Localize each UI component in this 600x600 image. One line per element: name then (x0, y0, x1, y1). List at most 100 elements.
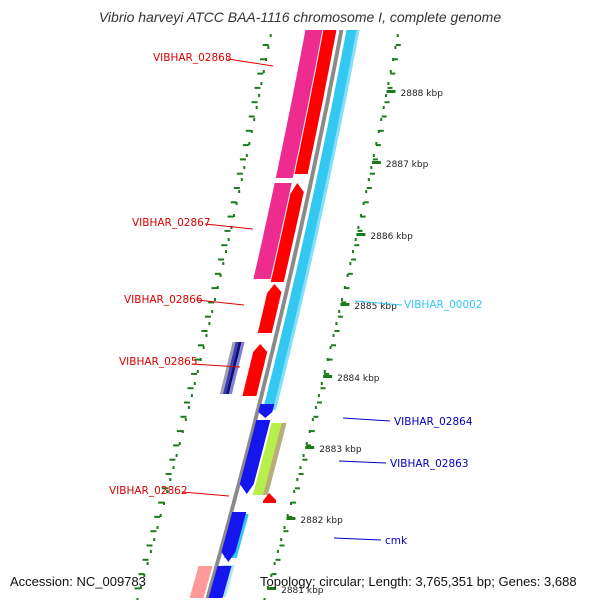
inner-guide-dot (172, 466, 175, 469)
minor-tick-left (173, 444, 180, 447)
major-tick (267, 587, 277, 590)
outer-guide-dot (380, 118, 383, 121)
mixed-gene-strip-1 (222, 342, 239, 394)
mixed-gene-strip-4 (219, 342, 236, 394)
inner-guide-dot (184, 418, 187, 421)
blue-gene-lower (208, 566, 232, 598)
gene-label-VIBHAR_02868: VIBHAR_02868 (153, 52, 232, 64)
inner-guide-dot (269, 34, 272, 37)
minor-tick-right (331, 344, 336, 347)
major-tick (323, 375, 333, 378)
outer-guide-dot (370, 166, 373, 169)
minor-tick-left (224, 229, 231, 232)
inner-guide-dot (153, 538, 156, 541)
inner-guide-dot (190, 394, 193, 397)
outer-guide-dot (293, 490, 296, 493)
forward-gene-VIBHAR_02865 (242, 344, 268, 396)
minor-tick-left (204, 315, 211, 318)
minor-tick-right (313, 415, 319, 418)
minor-tick-right (366, 187, 372, 189)
outer-guide-dot (352, 250, 354, 253)
outer-guide-dot (290, 502, 292, 505)
forward-gene-VIBHAR_02862 (263, 493, 276, 503)
inner-guide-dot (222, 262, 225, 265)
outer-guide-dot (280, 538, 283, 541)
minor-tick-right (279, 544, 285, 547)
outer-guide-dot (365, 190, 368, 193)
inner-guide-dot (230, 226, 233, 229)
reverse-track-segment (262, 30, 360, 410)
gene-label-leader (196, 299, 245, 306)
inner-guide-dot (245, 154, 248, 157)
kbp-tick-marks: 2888 kbp 2887 kbp 2886 kbp 2885 kbp 2884 kbp… (134, 44, 443, 596)
gene-label-VIBHAR_02867: VIBHAR_02867 (132, 217, 211, 229)
forward-gene-VIBHAR_02866 (257, 284, 282, 333)
minor-tick-right (344, 287, 350, 290)
gene-label-VIBHAR_02864: VIBHAR_02864 (394, 416, 473, 428)
major-tick (305, 446, 315, 449)
minor-tick-right (347, 272, 353, 275)
inner-guide-dot (136, 598, 139, 600)
outer-guide-dot (263, 598, 266, 600)
major-tick (386, 90, 396, 93)
inner-guide-dot (240, 178, 243, 181)
minor-tick-left (221, 244, 228, 247)
minor-tick-right (381, 115, 387, 118)
minor-tick-left (201, 330, 208, 332)
outer-guide-dot (314, 406, 317, 409)
inner-guide-dot (156, 526, 159, 529)
accession-label: Accession: NC_009783 (10, 574, 146, 589)
minor-tick-left (142, 558, 149, 561)
inner-guide-dot (199, 358, 202, 361)
gene-label-leader (204, 223, 254, 230)
inner-guide-dot (211, 310, 214, 313)
gene-label-VIBHAR_02862: VIBHAR_02862 (109, 485, 188, 497)
inner-guide-dot (178, 442, 181, 445)
kbp-tick-label: 2884 kbp (337, 374, 380, 384)
outer-guide-dot (362, 202, 365, 205)
minor-tick-right (291, 501, 297, 504)
gene-labels: VIBHAR_02868 VIBHAR_02867 VIBHAR_02866 VIBH… (109, 52, 483, 547)
outer-guide-dot (332, 334, 335, 337)
minor-tick-right (283, 530, 289, 533)
inner-guide-dot (243, 166, 246, 169)
minor-tick-left (239, 158, 246, 161)
outer-guide-dot (349, 262, 352, 265)
minor-tick-left (208, 301, 215, 304)
major-tick (356, 233, 366, 236)
minor-tick-right (360, 215, 366, 218)
minor-tick-right (294, 487, 300, 490)
minor-tick-left (187, 387, 194, 390)
outer-guide-dot (396, 34, 399, 37)
inner-guide-dot (267, 46, 270, 49)
outer-guide-dot (372, 154, 375, 157)
minor-tick-left (248, 115, 255, 118)
minor-tick-right (387, 86, 393, 89)
inner-guide-dot (260, 82, 263, 85)
minor-tick-right (390, 72, 396, 75)
inner-guide-dot (214, 298, 216, 301)
outer-guide-dot (283, 526, 286, 529)
reverse-track-highlight (272, 30, 360, 410)
inner-guide-dot (149, 550, 152, 553)
kbp-tick-label: 2887 kbp (386, 160, 429, 170)
outer-guide-dot (385, 94, 388, 97)
minor-tick-right (334, 330, 340, 332)
gene-tracks (189, 30, 360, 598)
inner-guide-dot (169, 478, 172, 481)
major-tick (371, 161, 381, 164)
inner-guide-dot (196, 370, 199, 373)
minor-tick-right (317, 401, 322, 404)
outer-guide-dot (299, 466, 302, 469)
major-tick (286, 517, 296, 520)
minor-tick-left (146, 544, 153, 547)
gene-label-leader (338, 460, 387, 464)
forward-gene-VIBHAR_02868 (294, 30, 337, 174)
inner-guide-dot (227, 238, 230, 241)
minor-tick-left (227, 215, 234, 218)
kbp-tick-label: 2883 kbp (319, 445, 362, 455)
outer-guide-dot (357, 226, 360, 229)
minor-tick-right (302, 458, 308, 461)
minor-tick-right (324, 372, 330, 375)
